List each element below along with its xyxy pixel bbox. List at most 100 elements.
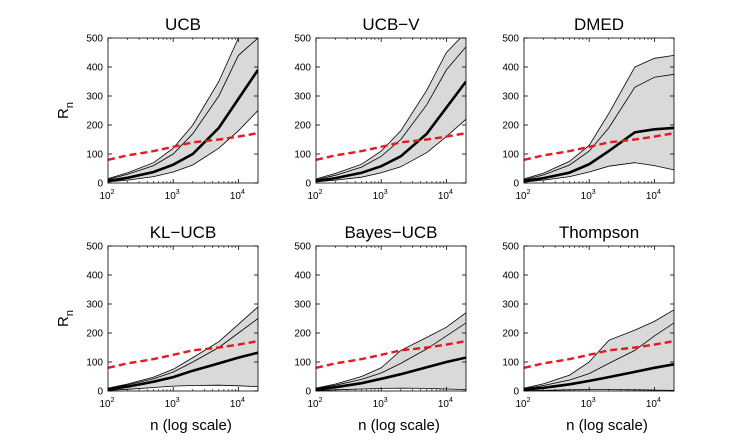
lower-bound-line xyxy=(524,131,674,161)
panel-title: UCB xyxy=(165,15,201,34)
x-axis-label: n (log scale) xyxy=(150,417,232,434)
plot-area xyxy=(108,38,258,183)
plot-area xyxy=(316,312,466,391)
plot-area xyxy=(108,306,258,391)
y-tick-label: 500 xyxy=(86,242,103,253)
lower-bound-line xyxy=(316,339,466,369)
y-tick-label: 200 xyxy=(86,121,103,132)
y-tick-label: 0 xyxy=(97,387,103,398)
panel-1: 0 100 200 300 400 500 102 103 104 UCB−V xyxy=(294,15,467,202)
lower-quantile-line xyxy=(524,162,674,183)
y-tick-label: 500 xyxy=(86,34,103,45)
x-tick-label: 104 xyxy=(646,189,661,202)
x-tick-label: 102 xyxy=(515,397,530,410)
y-tick-label: 500 xyxy=(294,34,311,45)
y-tick-label: 400 xyxy=(502,63,519,74)
panel-5: 0 100 200 300 400 500 102 103 104 Thompson xyxy=(502,223,675,410)
quantile-band xyxy=(316,312,466,391)
panel-title: KL−UCB xyxy=(150,223,217,242)
lower-quantile-line xyxy=(108,384,258,391)
x-tick-label: 102 xyxy=(99,397,114,410)
x-tick-label: 104 xyxy=(438,189,453,202)
x-axis-label: n (log scale) xyxy=(566,417,648,434)
y-tick-label: 200 xyxy=(294,329,311,340)
y-tick-label: 400 xyxy=(294,63,311,74)
quantile-band xyxy=(316,38,466,182)
lower-bound-line xyxy=(316,131,466,161)
y-tick-label: 0 xyxy=(513,387,519,398)
y-tick-label: 100 xyxy=(294,358,311,369)
y-tick-label: 0 xyxy=(97,179,103,190)
x-tick-label: 103 xyxy=(581,397,596,410)
y-tick-label: 200 xyxy=(294,121,311,132)
plot-area xyxy=(316,38,466,183)
y-tick-label: 300 xyxy=(294,92,311,103)
upper-quantile-line xyxy=(108,318,258,389)
y-tick-label: 500 xyxy=(502,242,519,253)
plot-area xyxy=(524,55,674,183)
quantile-band xyxy=(108,38,258,182)
median-line xyxy=(316,356,466,391)
x-tick-label: 102 xyxy=(307,189,322,202)
y-tick-label: 100 xyxy=(86,150,103,161)
y-tick-label: 100 xyxy=(502,358,519,369)
panel-2: 0 100 200 300 400 500 102 103 104 DMED xyxy=(502,15,675,202)
y-tick-label: 100 xyxy=(502,150,519,161)
upper-quantile-line xyxy=(108,38,258,180)
x-tick-label: 102 xyxy=(515,189,530,202)
x-tick-label: 104 xyxy=(230,189,245,202)
x-tick-label: 103 xyxy=(373,397,388,410)
y-tick-label: 500 xyxy=(502,34,519,45)
panel-4: 0 100 200 300 400 500 102 103 104 Bayes−UCB xyxy=(294,223,467,410)
panel-title: Bayes−UCB xyxy=(344,223,437,242)
plot-area xyxy=(524,309,674,391)
lower-quantile-line xyxy=(316,387,466,391)
y-tick-label: 300 xyxy=(86,92,103,103)
y-tick-label: 200 xyxy=(502,329,519,340)
y-tick-label: 100 xyxy=(294,150,311,161)
upper-quantile-line xyxy=(524,73,674,181)
lower-bound-line xyxy=(524,339,674,369)
axes-frame xyxy=(523,37,675,184)
lower-bound-line xyxy=(108,131,258,161)
median-line xyxy=(316,80,466,183)
upper-extreme-line xyxy=(316,38,461,180)
axes-frame xyxy=(107,37,259,184)
y-tick-label: 0 xyxy=(305,387,311,398)
upper-quantile-line xyxy=(524,322,674,390)
lower-quantile-line xyxy=(316,118,466,183)
y-axis-label: Rn xyxy=(55,310,76,327)
y-tick-label: 300 xyxy=(86,300,103,311)
x-tick-label: 103 xyxy=(165,189,180,202)
y-tick-label: 0 xyxy=(513,179,519,190)
y-tick-label: 500 xyxy=(294,242,311,253)
quantile-band xyxy=(108,306,258,391)
quantile-band xyxy=(524,55,674,183)
x-tick-label: 103 xyxy=(581,189,596,202)
x-tick-label: 102 xyxy=(307,397,322,410)
y-tick-label: 200 xyxy=(502,121,519,132)
panel-3: 0 100 200 300 400 500 102 103 104 KL−UCB xyxy=(86,223,259,410)
panel-title: DMED xyxy=(574,15,624,34)
upper-extreme-line xyxy=(316,312,466,389)
upper-extreme-line xyxy=(524,309,674,389)
axes-frame xyxy=(315,37,467,184)
median-line xyxy=(524,126,674,183)
y-tick-label: 200 xyxy=(86,329,103,340)
x-tick-label: 103 xyxy=(165,397,180,410)
y-tick-label: 400 xyxy=(86,271,103,282)
lower-quantile-line xyxy=(108,110,258,183)
x-tick-label: 104 xyxy=(438,397,453,410)
median-line xyxy=(108,351,258,391)
y-axis-label: Rn xyxy=(55,102,76,119)
y-tick-label: 300 xyxy=(502,92,519,103)
upper-quantile-line xyxy=(316,46,466,181)
axes-frame xyxy=(523,245,675,392)
x-tick-label: 104 xyxy=(646,397,661,410)
y-tick-label: 300 xyxy=(502,300,519,311)
axes-frame xyxy=(315,245,467,392)
x-axis-label: n (log scale) xyxy=(358,417,440,434)
y-tick-label: 100 xyxy=(86,358,103,369)
median-line xyxy=(524,363,674,391)
